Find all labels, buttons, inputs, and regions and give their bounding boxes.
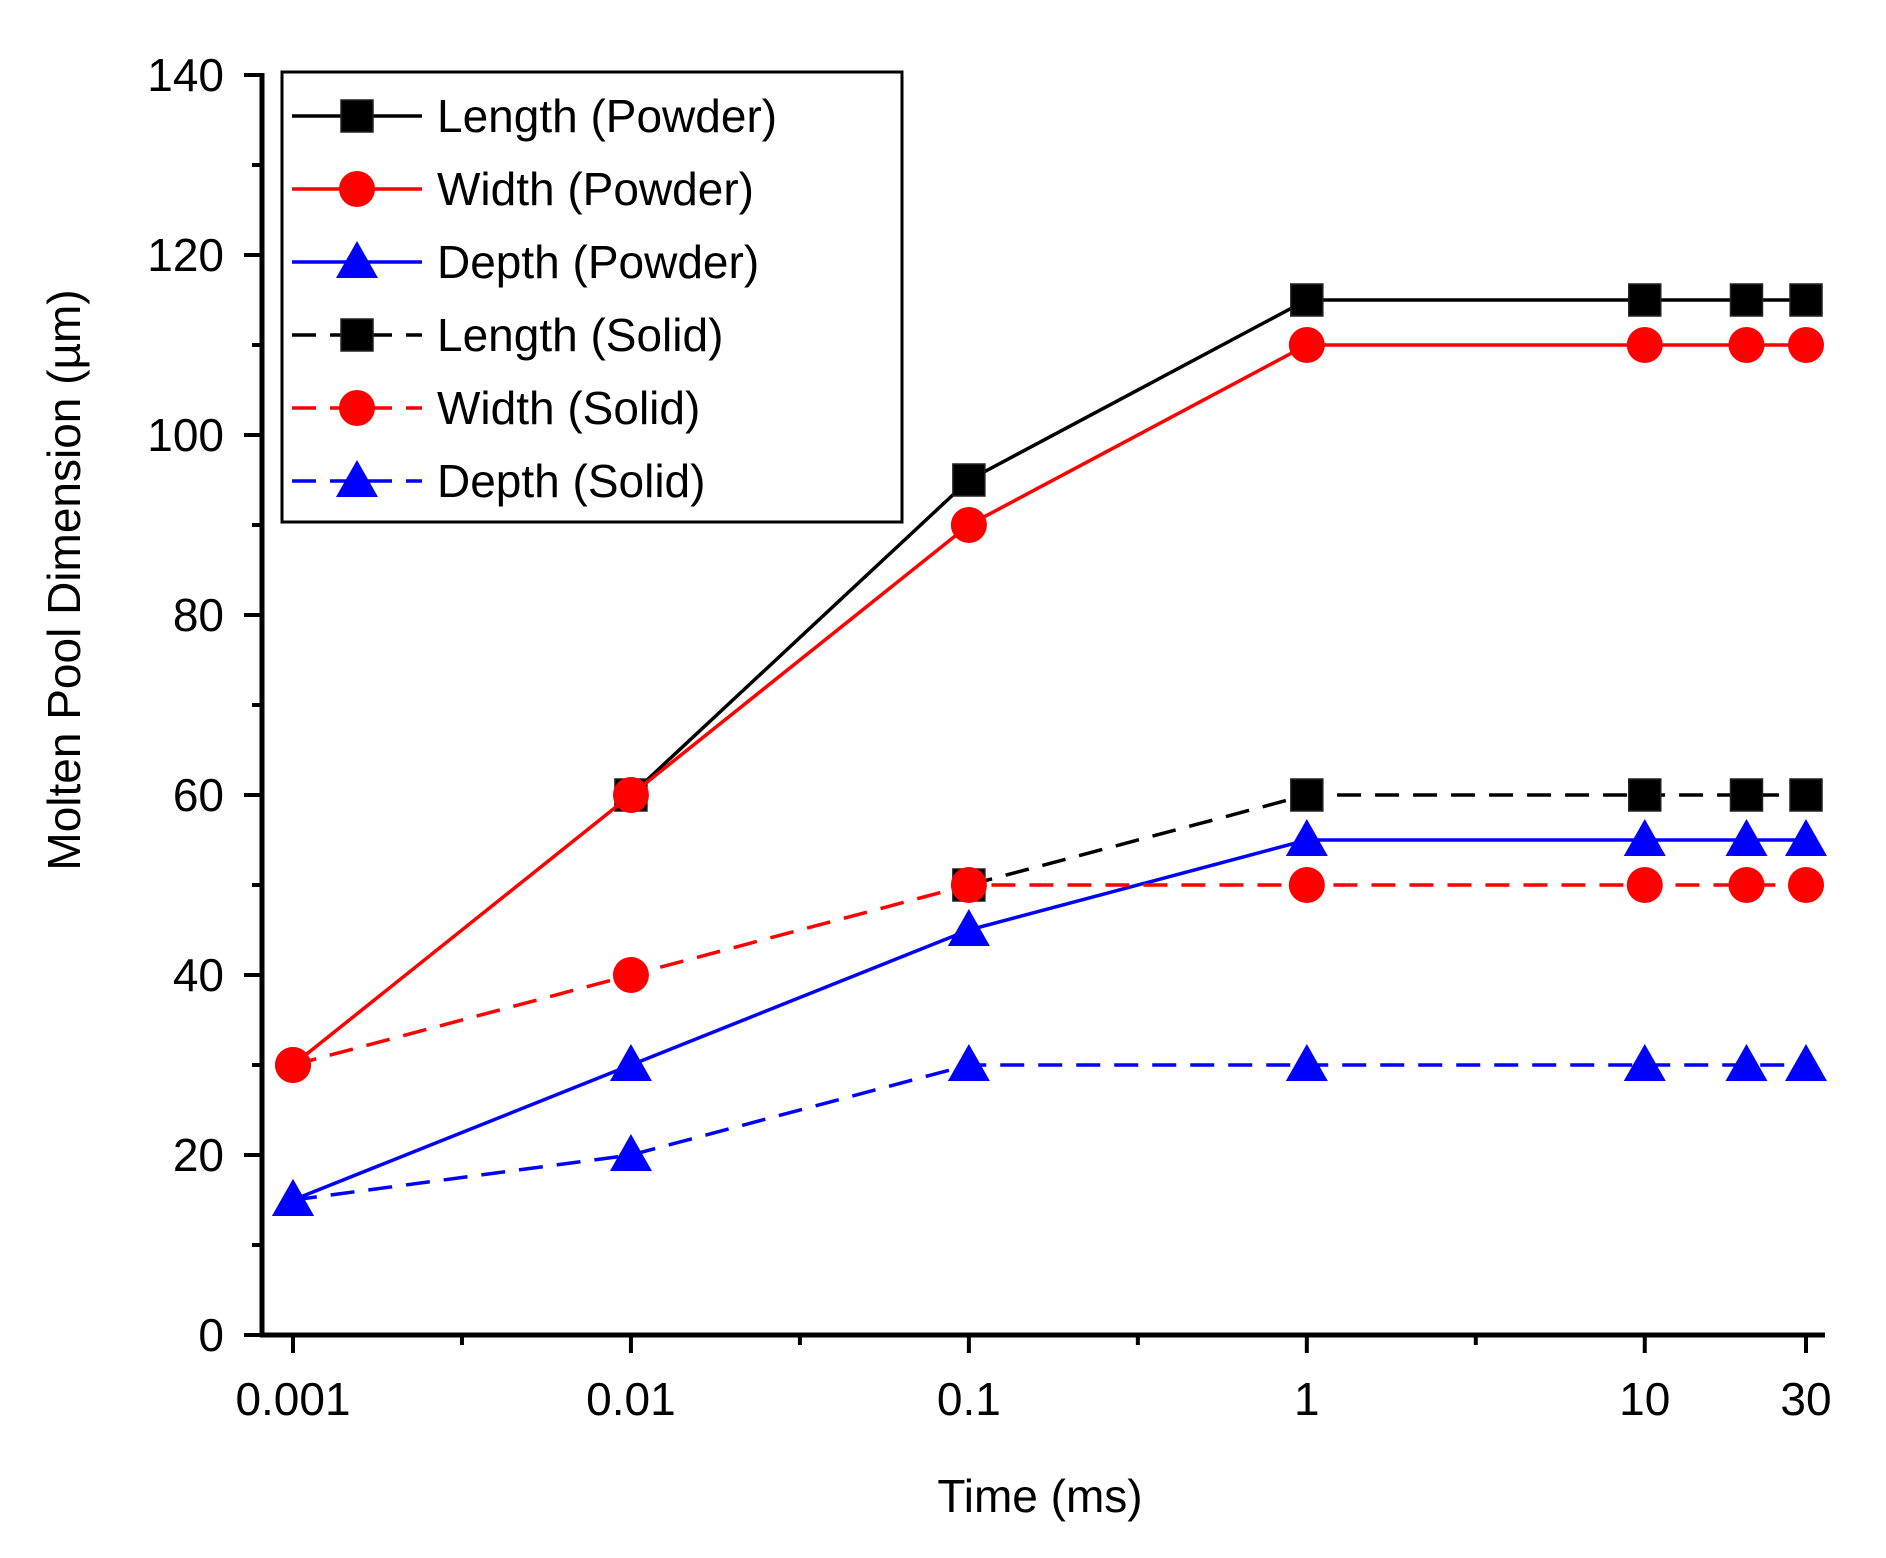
series-depth-powder bbox=[272, 819, 1827, 1216]
legend-item: Width (Solid) bbox=[292, 382, 700, 434]
y-tick-label: 140 bbox=[147, 49, 224, 101]
y-axis-title: Molten Pool Dimension (µm) bbox=[38, 289, 90, 870]
y-tick-label: 100 bbox=[147, 409, 224, 461]
series-layer bbox=[272, 283, 1827, 1216]
data-point bbox=[612, 777, 649, 813]
legend-label: Width (Powder) bbox=[437, 163, 754, 215]
data-point bbox=[947, 1044, 990, 1081]
x-tick-label: 0.001 bbox=[235, 1373, 350, 1425]
y-tick-label: 0 bbox=[198, 1309, 224, 1361]
legend-label: Width (Solid) bbox=[437, 382, 700, 434]
data-point bbox=[1626, 327, 1663, 363]
data-point bbox=[1623, 819, 1666, 856]
data-point bbox=[1728, 327, 1765, 363]
legend-label: Depth (Solid) bbox=[437, 455, 705, 507]
data-point bbox=[1729, 283, 1764, 317]
data-point bbox=[947, 909, 990, 946]
legend-marker bbox=[339, 390, 375, 426]
data-point bbox=[1290, 778, 1324, 812]
data-point bbox=[1785, 1044, 1827, 1081]
x-axis-title: Time (ms) bbox=[937, 1470, 1142, 1522]
series-length-solid bbox=[952, 778, 1823, 902]
data-point bbox=[1285, 819, 1328, 856]
x-tick-label: 10 bbox=[1619, 1373, 1670, 1425]
series-width-solid bbox=[275, 867, 1824, 1083]
legend-item: Width (Powder) bbox=[292, 163, 754, 215]
data-point bbox=[1785, 819, 1827, 856]
x-tick-label: 1 bbox=[1294, 1373, 1320, 1425]
series-depth-solid bbox=[272, 1044, 1827, 1216]
x-tick-label: 30 bbox=[1780, 1373, 1831, 1425]
data-point bbox=[1288, 327, 1325, 363]
x-tick-label: 0.1 bbox=[937, 1373, 1001, 1425]
data-point bbox=[1729, 778, 1764, 812]
data-point bbox=[1285, 1044, 1328, 1081]
data-point bbox=[609, 1044, 652, 1081]
legend-marker bbox=[340, 318, 374, 352]
legend-label: Depth (Powder) bbox=[437, 236, 759, 288]
legend-label: Length (Solid) bbox=[437, 309, 723, 361]
data-point bbox=[1290, 283, 1324, 317]
data-point bbox=[275, 1047, 311, 1083]
axes-layer: 0 20 40 60 80 100 120 140 0.001 0.01 0.1 1 10 30 bbox=[147, 49, 1831, 1425]
legend-marker bbox=[336, 241, 378, 278]
data-point bbox=[950, 867, 987, 903]
x-tick-label: 0.01 bbox=[586, 1373, 676, 1425]
legend-item: Depth (Powder) bbox=[292, 236, 759, 288]
legend-box bbox=[280, 70, 904, 524]
data-point bbox=[1725, 1044, 1768, 1081]
data-point bbox=[1788, 867, 1824, 903]
y-tick-label: 20 bbox=[173, 1129, 224, 1181]
legend-marker bbox=[336, 460, 378, 497]
data-point bbox=[1628, 283, 1662, 317]
legend-item: Depth (Solid) bbox=[292, 455, 705, 507]
legend-item: Length (Powder) bbox=[292, 90, 777, 142]
data-point bbox=[1288, 867, 1325, 903]
y-tick-label: 80 bbox=[173, 589, 224, 641]
data-point bbox=[1628, 778, 1662, 812]
y-tick-label: 60 bbox=[173, 769, 224, 821]
legend-marker bbox=[339, 171, 375, 207]
data-point bbox=[1728, 867, 1765, 903]
data-point bbox=[612, 957, 649, 993]
series-width-powder bbox=[275, 327, 1824, 1083]
data-point bbox=[1626, 867, 1663, 903]
data-point bbox=[609, 1134, 652, 1171]
data-point bbox=[272, 1179, 314, 1216]
legend-marker bbox=[340, 99, 374, 133]
y-tick-label: 40 bbox=[173, 949, 224, 1001]
legend-item: Length (Solid) bbox=[292, 309, 723, 361]
data-point bbox=[1725, 819, 1768, 856]
data-point bbox=[1789, 283, 1823, 317]
data-point bbox=[1623, 1044, 1666, 1081]
legend: Length (Powder) Width (Powder) Depth (Powd… bbox=[280, 70, 904, 524]
legend-label: Length (Powder) bbox=[437, 90, 777, 142]
data-point bbox=[1788, 327, 1824, 363]
data-point bbox=[952, 463, 986, 497]
data-point bbox=[950, 507, 987, 543]
y-tick-label: 120 bbox=[147, 229, 224, 281]
data-point bbox=[1789, 778, 1823, 812]
